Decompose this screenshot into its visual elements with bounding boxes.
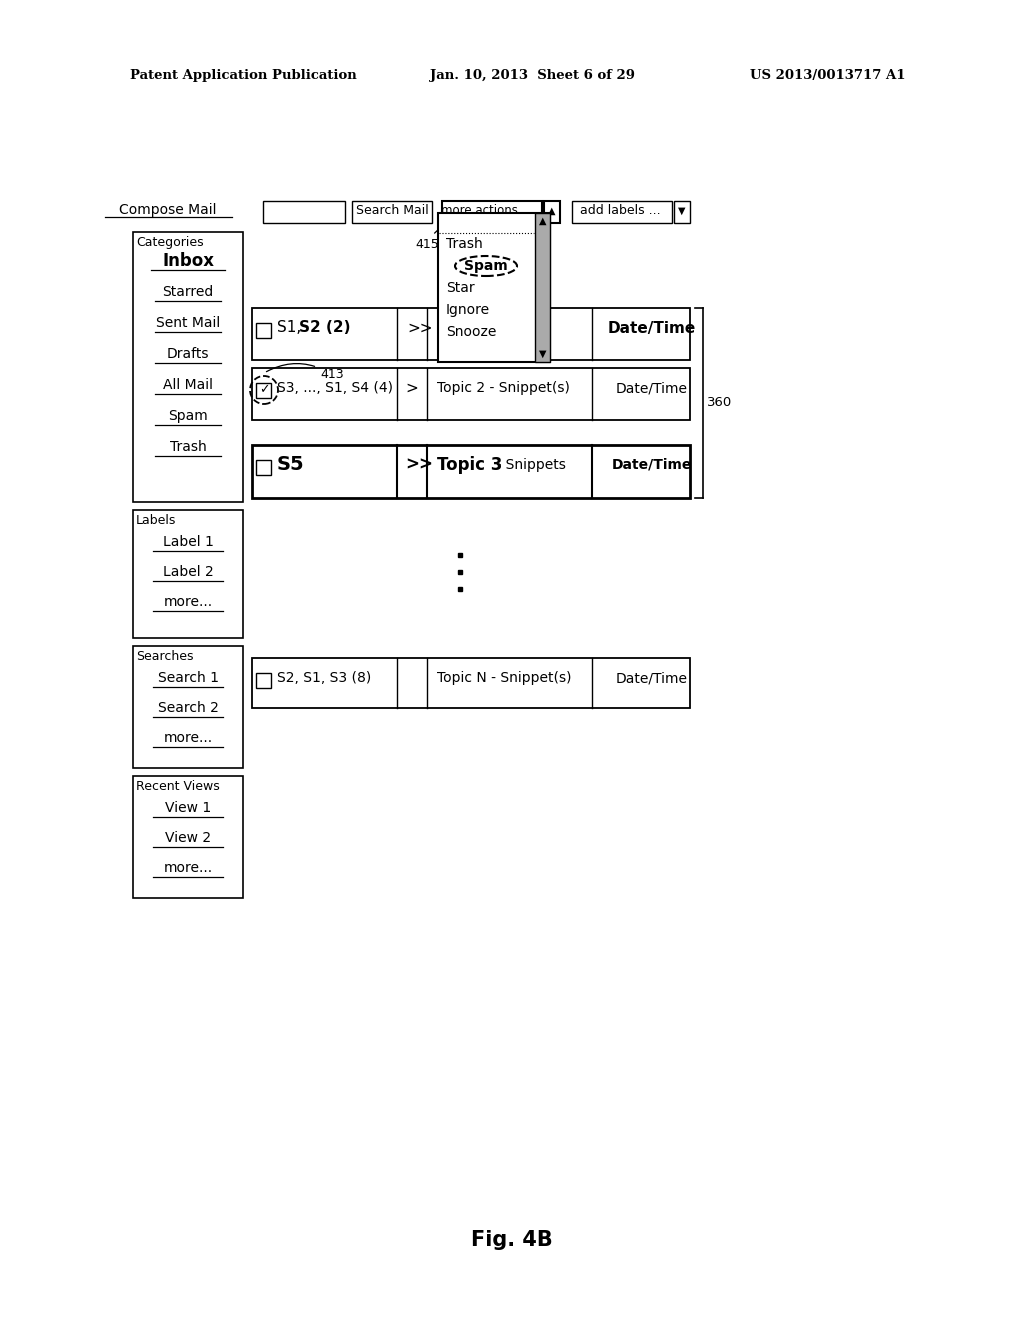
Bar bbox=[544, 201, 560, 223]
Text: 360: 360 bbox=[707, 396, 732, 409]
Text: Sent Mail: Sent Mail bbox=[156, 315, 220, 330]
Bar bbox=[252, 445, 690, 498]
Text: 415: 415 bbox=[415, 224, 447, 251]
Bar bbox=[133, 776, 243, 898]
Text: ▼: ▼ bbox=[539, 348, 546, 359]
Text: Topic 3: Topic 3 bbox=[437, 455, 503, 474]
Bar bbox=[256, 323, 271, 338]
Text: S5: S5 bbox=[278, 455, 304, 474]
Text: Topic 2 - Snippet(s): Topic 2 - Snippet(s) bbox=[437, 381, 570, 395]
Bar bbox=[438, 213, 550, 362]
Text: Spam: Spam bbox=[168, 409, 208, 422]
Text: All Mail: All Mail bbox=[163, 378, 213, 392]
Text: S2 (2): S2 (2) bbox=[299, 321, 350, 335]
Bar bbox=[352, 201, 432, 223]
Text: Patent Application Publication: Patent Application Publication bbox=[130, 69, 356, 82]
Text: more actions ...: more actions ... bbox=[441, 205, 532, 218]
Text: Labels: Labels bbox=[136, 513, 176, 527]
Text: Search Mail: Search Mail bbox=[355, 205, 428, 218]
Text: >>: >> bbox=[407, 321, 432, 335]
Bar bbox=[674, 201, 690, 223]
Bar bbox=[256, 459, 271, 475]
Bar bbox=[252, 657, 690, 708]
Text: Date/Time: Date/Time bbox=[608, 321, 696, 335]
Bar bbox=[133, 645, 243, 768]
Ellipse shape bbox=[455, 256, 517, 276]
Text: S3, ..., S1, S4 (4): S3, ..., S1, S4 (4) bbox=[278, 381, 393, 395]
Text: Fig. 4B: Fig. 4B bbox=[471, 1230, 553, 1250]
Bar bbox=[263, 201, 345, 223]
Bar bbox=[252, 368, 690, 420]
Bar bbox=[252, 308, 690, 360]
Text: ▲: ▲ bbox=[548, 206, 556, 216]
Text: Searches: Searches bbox=[136, 649, 194, 663]
Text: more...: more... bbox=[164, 595, 213, 609]
Bar bbox=[572, 201, 672, 223]
Text: Inbox: Inbox bbox=[162, 252, 214, 271]
Bar bbox=[442, 201, 542, 223]
Bar bbox=[535, 213, 550, 362]
Text: Search 1: Search 1 bbox=[158, 671, 218, 685]
Text: ▲: ▲ bbox=[539, 216, 546, 226]
Text: Jan. 10, 2013  Sheet 6 of 29: Jan. 10, 2013 Sheet 6 of 29 bbox=[430, 69, 635, 82]
Text: more...: more... bbox=[164, 731, 213, 744]
Text: Recent Views: Recent Views bbox=[136, 780, 220, 793]
Text: Starred: Starred bbox=[163, 285, 214, 300]
Text: >: > bbox=[406, 380, 418, 396]
Text: Label 1: Label 1 bbox=[163, 535, 213, 549]
Text: S1,: S1, bbox=[278, 321, 306, 335]
Text: Categories: Categories bbox=[136, 236, 204, 249]
Text: View 1: View 1 bbox=[165, 801, 211, 814]
Text: View 2: View 2 bbox=[165, 832, 211, 845]
Bar bbox=[256, 383, 271, 399]
Text: ets: ets bbox=[437, 321, 461, 335]
Text: Drafts: Drafts bbox=[167, 347, 209, 360]
Text: S2, S1, S3 (8): S2, S1, S3 (8) bbox=[278, 671, 372, 685]
Text: 413: 413 bbox=[266, 363, 344, 381]
Text: Search 2: Search 2 bbox=[158, 701, 218, 715]
Text: Date/Time: Date/Time bbox=[611, 458, 692, 473]
Text: Snooze: Snooze bbox=[446, 325, 497, 339]
Bar bbox=[256, 673, 271, 688]
Text: >>: >> bbox=[406, 455, 433, 474]
Text: Date/Time: Date/Time bbox=[616, 381, 688, 395]
Text: Topic N - Snippet(s): Topic N - Snippet(s) bbox=[437, 671, 571, 685]
Text: Label 2: Label 2 bbox=[163, 565, 213, 579]
Text: more...: more... bbox=[164, 861, 213, 875]
Text: Trash: Trash bbox=[170, 440, 207, 454]
Bar bbox=[133, 510, 243, 638]
Text: ✓: ✓ bbox=[259, 384, 269, 396]
Text: - Snippets: - Snippets bbox=[492, 458, 566, 473]
Text: Ignore: Ignore bbox=[446, 304, 490, 317]
Text: Date/Time: Date/Time bbox=[616, 671, 688, 685]
Text: US 2013/0013717 A1: US 2013/0013717 A1 bbox=[750, 69, 905, 82]
Text: add labels ...: add labels ... bbox=[580, 205, 660, 218]
Text: Star: Star bbox=[446, 281, 475, 294]
Text: Trash: Trash bbox=[446, 238, 482, 251]
Text: Compose Mail: Compose Mail bbox=[119, 203, 217, 216]
Bar bbox=[133, 232, 243, 502]
Text: ▼: ▼ bbox=[678, 206, 686, 216]
Text: Spam: Spam bbox=[464, 259, 508, 273]
